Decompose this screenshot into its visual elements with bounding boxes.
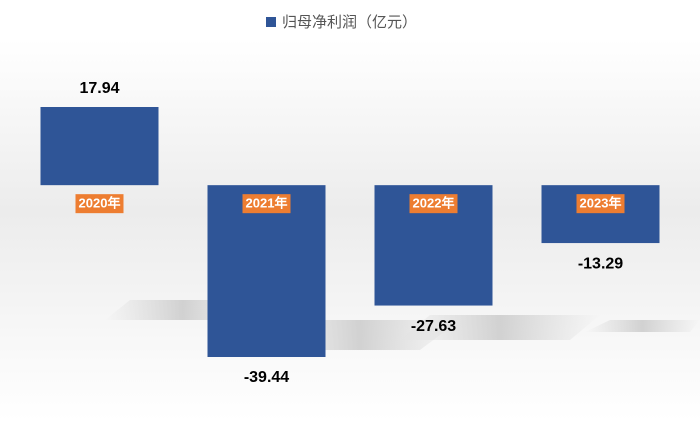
category-label-bg	[576, 194, 625, 214]
legend-label: 归母净利润（亿元）	[282, 14, 417, 31]
shadow	[585, 320, 700, 332]
value-label: -13.29	[578, 255, 623, 272]
bar	[207, 185, 326, 357]
value-label: -27.63	[411, 318, 456, 335]
value-label: 17.94	[79, 80, 119, 97]
x-tick-label: 2020年	[79, 196, 121, 211]
category-label-bg	[409, 194, 458, 214]
legend-swatch	[266, 17, 276, 27]
shadow	[400, 315, 600, 340]
value-label: -39.44	[244, 369, 289, 386]
category-label-bg	[242, 194, 291, 214]
bar	[40, 107, 159, 186]
category-label-bg	[75, 194, 124, 214]
x-tick-label: 2021年	[246, 196, 288, 211]
x-tick-label: 2022年	[413, 196, 455, 211]
x-tick-label: 2023年	[580, 196, 622, 211]
bar	[541, 185, 660, 244]
